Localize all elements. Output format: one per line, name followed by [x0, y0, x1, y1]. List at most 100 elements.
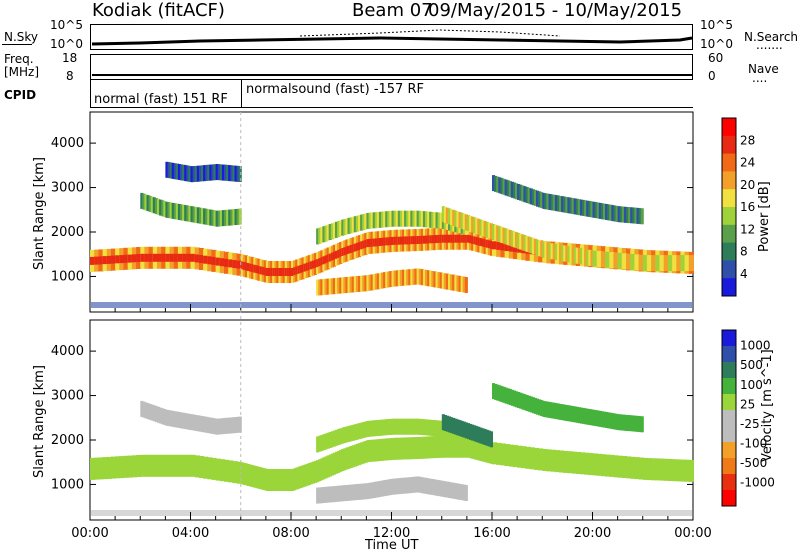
- heatmap-cell: [349, 217, 353, 234]
- heatmap-core-cell: [102, 256, 108, 265]
- heatmap-cell: [458, 275, 462, 292]
- heatmap-cell: [433, 420, 437, 437]
- heatmap-core-cell: [131, 254, 138, 263]
- heatmap-cell: [343, 219, 347, 235]
- heatmap-cell: [433, 271, 437, 288]
- x-tick-label: 00:00: [674, 526, 711, 541]
- heatmap-cell: [487, 441, 491, 464]
- heatmap-cell: [672, 459, 678, 482]
- heatmap-cell: [573, 198, 577, 215]
- heatmap-cell: [402, 269, 406, 286]
- heatmap-core-cell: [358, 242, 362, 251]
- cpid-label: CPID: [4, 88, 37, 102]
- heatmap-core-cell: [335, 250, 339, 259]
- heatmap-cell: [404, 437, 408, 460]
- heatmap-cell: [439, 435, 443, 458]
- heatmap-cell: [489, 223, 493, 240]
- heatmap-cell: [198, 456, 205, 478]
- heatmap-cell: [680, 459, 686, 482]
- heatmap-cell: [529, 447, 535, 470]
- heatmap-core-cell: [458, 234, 462, 243]
- heatmap-core-cell: [268, 268, 272, 276]
- heatmap-cell: [429, 419, 433, 436]
- heatmap-cell: [630, 254, 636, 270]
- heatmap-core-cell: [140, 253, 146, 262]
- heatmap-core-cell: [280, 268, 284, 276]
- cpid-mode-normal: normal (fast) 151 RF: [94, 92, 228, 107]
- heatmap-cell: [180, 164, 184, 181]
- x-tick-label: 08:00: [272, 526, 309, 541]
- heatmap-core-cell: [297, 265, 301, 274]
- heatmap-cell: [433, 436, 437, 459]
- heatmap-cell: [358, 423, 362, 440]
- heatmap-cell: [364, 275, 368, 292]
- heatmap-cell: [378, 419, 382, 436]
- freq-panel: [90, 54, 693, 80]
- heatmap-cell: [177, 204, 181, 220]
- heatmap-cell: [429, 211, 433, 228]
- heatmap-cell: [370, 439, 374, 462]
- heatmap-cell: [217, 210, 221, 227]
- heatmap-cell: [450, 417, 454, 434]
- heatmap-cell: [353, 444, 357, 467]
- heatmap-cell: [422, 211, 426, 228]
- heatmap-cell: [397, 478, 401, 495]
- heatmap-cell: [305, 463, 309, 486]
- velocity-colorbar-swatch: [722, 330, 736, 347]
- heatmap-cell: [339, 428, 343, 445]
- heatmap-core-cell: [433, 235, 437, 244]
- heatmap-cell: [450, 209, 454, 226]
- heatmap-cell: [523, 235, 527, 252]
- heatmap-cell: [291, 469, 295, 491]
- heatmap-cell: [169, 162, 173, 179]
- heatmap-cell: [483, 440, 487, 463]
- heatmap-core-cell: [240, 261, 244, 270]
- heatmap-cell: [230, 417, 234, 434]
- heatmap-cell: [263, 468, 267, 491]
- heatmap-core-cell: [232, 260, 238, 269]
- heatmap-cell: [154, 198, 158, 215]
- heatmap-cell: [582, 199, 586, 216]
- axes-layer: 1000 2000 3000 4000 1000 2000 3000 4000 00:00 04:…: [51, 112, 712, 541]
- heatmap-core-cell: [410, 236, 414, 245]
- heatmap-cell: [443, 435, 447, 458]
- heatmap-cell: [659, 255, 665, 272]
- velocity-colorbar-swatch: [722, 410, 736, 427]
- heatmap-cell: [567, 197, 571, 214]
- heatmap-cell: [157, 198, 161, 215]
- heatmap-cell: [203, 165, 207, 182]
- heatmap-core-cell: [448, 234, 452, 243]
- heatmap-cell: [205, 164, 209, 181]
- heatmap-cell: [489, 431, 493, 448]
- heatmap-cell: [345, 426, 349, 443]
- heatmap-cell: [94, 457, 100, 480]
- y-tick-label: 3000: [51, 181, 84, 196]
- heatmap-cell: [404, 210, 408, 227]
- heatmap-cell: [527, 395, 531, 412]
- heatmap-cell: [395, 270, 399, 287]
- heatmap-cell: [232, 461, 238, 484]
- heatmap-core-cell: [255, 265, 259, 274]
- heatmap-cell: [374, 420, 378, 437]
- heatmap-cell: [221, 418, 225, 435]
- heatmap-cell: [621, 414, 625, 431]
- heatmap-cell: [378, 480, 382, 497]
- heatmap-cell: [559, 403, 563, 420]
- heatmap-cell: [596, 453, 602, 476]
- heatmap-cell: [563, 450, 569, 473]
- heatmap-core-cell: [339, 248, 343, 257]
- heatmap-cell: [309, 462, 313, 485]
- heatmap-cell: [538, 448, 544, 471]
- heatmap-core-cell: [368, 238, 372, 247]
- heatmap-cell: [600, 203, 604, 220]
- heatmap-cell: [642, 255, 648, 272]
- heatmap-cell: [414, 476, 418, 493]
- heatmap-cell: [571, 198, 575, 215]
- heatmap-cell: [347, 446, 351, 469]
- heatmap-cell: [378, 211, 382, 228]
- heatmap-cell: [144, 402, 148, 419]
- heatmap-cell: [651, 458, 657, 481]
- heatmap-cell: [577, 199, 581, 216]
- heatmap-cell: [655, 458, 661, 481]
- heatmap-cell: [588, 453, 594, 476]
